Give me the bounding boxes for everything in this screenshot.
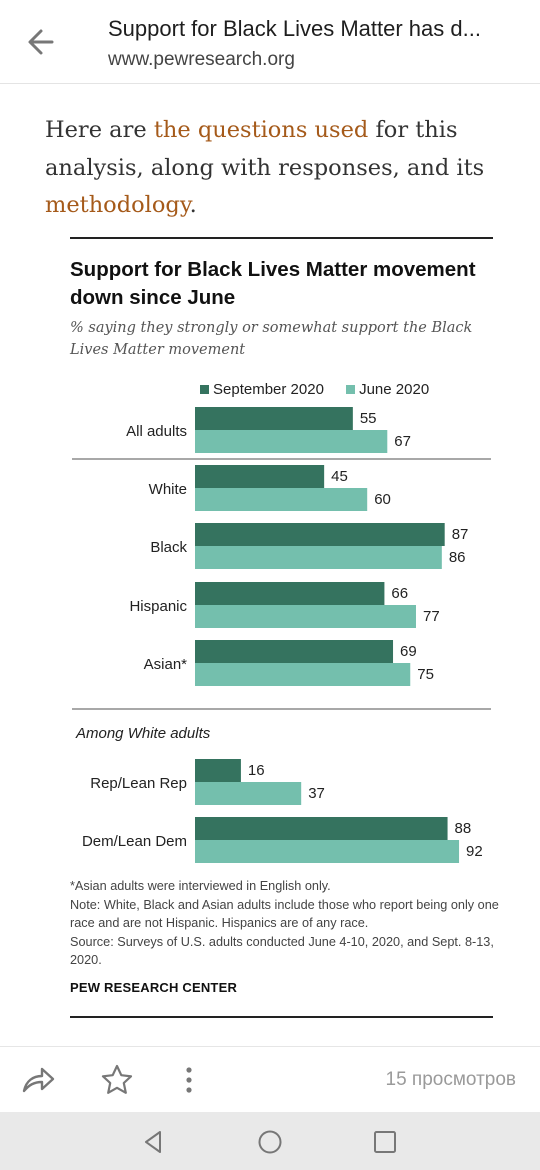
bar-white-september [195, 465, 325, 488]
category-label-white: White [149, 481, 187, 498]
value-label-hispanic-september: 66 [391, 585, 408, 602]
bar-dem-lean-dem-september [195, 817, 448, 840]
value-label-rep-lean-rep-september: 16 [248, 762, 265, 779]
questions-link[interactable]: the questions used [153, 117, 369, 143]
category-label-black: Black [150, 539, 187, 556]
category-label-all-adults: All adults [126, 423, 187, 440]
page-url: www.pewresearch.org [108, 49, 295, 70]
value-label-white-june: 60 [374, 491, 391, 508]
value-label-dem-lean-dem-september: 88 [455, 820, 472, 837]
legend-label-september: September 2020 [213, 380, 324, 398]
nav-home-icon[interactable] [256, 1128, 284, 1156]
chart-title: Support for Black Lives Matter movement … [70, 258, 476, 309]
chart-bottom-rule [70, 1016, 493, 1018]
legend-swatch-september [200, 384, 209, 394]
back-arrow-icon[interactable] [22, 24, 62, 60]
value-label-black-june: 86 [449, 549, 466, 566]
bar-asian-september [195, 640, 394, 663]
value-label-asian-june: 75 [417, 666, 434, 683]
action-bar: 15 просмотров [0, 1046, 540, 1112]
bar-rep-lean-rep-september [195, 759, 241, 782]
chart-legend: September 2020 June 2020 [200, 380, 429, 398]
chart-subtitle: % saying they strongly or somewhat suppo… [70, 320, 473, 358]
bar-hispanic-june [195, 605, 416, 628]
share-icon[interactable] [20, 1063, 56, 1097]
more-vertical-icon[interactable] [172, 1063, 208, 1097]
bar-asian-june [195, 663, 411, 686]
legend-label-june: June 2020 [359, 380, 430, 398]
group-heading: Among White adults [75, 725, 211, 742]
nav-recents-icon[interactable] [371, 1128, 399, 1156]
intro-text: . [189, 192, 197, 218]
legend-swatch-june [346, 384, 356, 394]
source-organization: PEW RESEARCH CENTER [70, 980, 238, 995]
intro-text: Here are [45, 117, 154, 143]
value-label-black-september: 87 [452, 526, 469, 543]
intro-paragraph: Here are the questions used for this ana… [45, 112, 505, 225]
value-label-rep-lean-rep-june: 37 [308, 785, 325, 802]
value-label-all-adults-september: 55 [360, 410, 377, 427]
bar-black-september [195, 523, 445, 546]
page-title: Support for Black Lives Matter has d... [108, 16, 481, 41]
bar-chart: All adults 55 67 White 45 60 Black 87 86 Hispanic… [72, 407, 491, 863]
chart-top-rule [70, 237, 493, 239]
value-label-asian-september: 69 [400, 643, 417, 660]
bar-hispanic-september [195, 582, 385, 605]
value-label-white-september: 45 [331, 468, 348, 485]
view-count: 15 просмотров [385, 1069, 516, 1090]
footnote-asian: *Asian adults were interviewed in Englis… [70, 879, 331, 893]
system-nav-bar [0, 1112, 540, 1170]
top-app-bar: Support for Black Lives Matter has d... … [0, 0, 540, 84]
value-label-dem-lean-dem-june: 92 [466, 843, 483, 860]
category-label-dem-lean-dem: Dem/Lean Dem [82, 833, 187, 850]
bar-all-adults-september [195, 407, 353, 430]
methodology-link[interactable]: methodology [45, 192, 190, 218]
bar-black-june [195, 546, 442, 569]
footnote-note: Note: White, Black and Asian adults incl… [70, 897, 499, 931]
footnote-source: Source: Surveys of U.S. adults conducted… [70, 934, 494, 968]
category-label-rep-lean-rep: Rep/Lean Rep [90, 775, 187, 792]
star-icon[interactable] [99, 1063, 135, 1097]
value-label-all-adults-june: 67 [394, 433, 411, 450]
chart-footnotes: *Asian adults were interviewed in Englis… [70, 877, 500, 970]
value-label-hispanic-june: 77 [423, 608, 440, 625]
category-label-hispanic: Hispanic [129, 598, 187, 615]
bar-white-june [195, 488, 368, 511]
intro-text: for this analysis, along with responses,… [45, 117, 485, 181]
category-label-asian: Asian* [144, 656, 188, 673]
bar-dem-lean-dem-june [195, 840, 460, 863]
nav-back-icon[interactable] [140, 1128, 168, 1156]
bar-rep-lean-rep-june [195, 782, 302, 805]
bar-all-adults-june [195, 430, 388, 453]
